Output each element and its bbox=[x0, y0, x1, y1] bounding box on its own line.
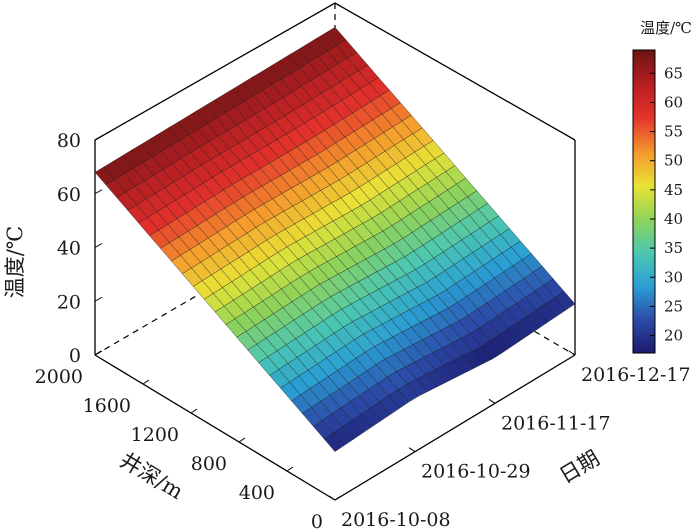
colorbar-tick-label: 40 bbox=[664, 210, 683, 228]
date-tick-label: 2016-10-29 bbox=[421, 461, 531, 483]
temperature-tick-label: 40 bbox=[57, 238, 81, 260]
base-edge-date bbox=[334, 354, 576, 501]
colorbar-ticks: 20 25 30 35 40 45 50 55 60 65 bbox=[650, 64, 683, 345]
temperature-tick-label: 80 bbox=[57, 130, 81, 152]
temperature-tick-mark bbox=[94, 296, 103, 302]
date-axis-ticks: 2016-10-08 2016-10-29 2016-11-17 2016-12-17 bbox=[328, 350, 691, 530]
depth-tick-mark bbox=[190, 408, 198, 414]
temperature-tick-label: 60 bbox=[57, 184, 81, 206]
colorbar: 温度/℃ 20 25 30 35 40 45 50 55 60 65 bbox=[632, 19, 692, 354]
depth-tick-label: 1200 bbox=[131, 424, 179, 446]
depth-tick-mark bbox=[142, 379, 150, 385]
date-tick-mark bbox=[488, 398, 496, 404]
date-tick-mark bbox=[328, 495, 336, 501]
temperature-tick-mark bbox=[94, 189, 103, 195]
colorbar-tick-label: 35 bbox=[664, 239, 683, 257]
colorbar-title: 温度/℃ bbox=[640, 19, 692, 37]
colorbar-tick-label: 60 bbox=[664, 93, 683, 111]
colorbar-tick-label: 55 bbox=[664, 123, 683, 141]
colorbar-tick-label: 20 bbox=[664, 327, 683, 345]
colorbar-tick-label: 50 bbox=[664, 152, 683, 170]
colorbar-tick-label: 65 bbox=[664, 64, 683, 82]
colorbar-tick-label: 45 bbox=[664, 181, 683, 199]
depth-tick-mark bbox=[238, 437, 246, 443]
depth-tick-mark bbox=[94, 350, 102, 356]
depth-tick-label: 800 bbox=[191, 453, 227, 475]
temperature-axis-title: 温度/℃ bbox=[3, 226, 27, 299]
date-tick-label: 2016-10-08 bbox=[341, 509, 451, 530]
depth-tick-label: 0 bbox=[311, 511, 323, 530]
date-tick-mark bbox=[568, 350, 576, 356]
temperature-axis-ticks: 0 20 40 60 80 bbox=[57, 130, 103, 367]
depth-tick-mark bbox=[334, 495, 342, 501]
colorbar-tick-label: 25 bbox=[664, 297, 683, 315]
depth-axis-title: 井深/m bbox=[116, 448, 188, 504]
temperature-tick-label: 20 bbox=[57, 291, 81, 313]
colorbar-gradient bbox=[632, 49, 656, 354]
surface-cell bbox=[554, 291, 576, 311]
temperature-surface bbox=[94, 26, 576, 452]
temperature-tick-label: 0 bbox=[69, 345, 81, 367]
date-tick-label: 2016-12-17 bbox=[581, 364, 691, 386]
depth-tick-mark bbox=[286, 466, 294, 472]
depth-tick-label: 2000 bbox=[35, 366, 83, 388]
temperature-tick-mark bbox=[94, 243, 103, 248]
date-axis-title: 日期 bbox=[555, 446, 603, 488]
date-tick-mark bbox=[408, 447, 416, 453]
base-edge-depth bbox=[94, 354, 336, 501]
date-tick-label: 2016-11-17 bbox=[501, 412, 611, 434]
depth-tick-label: 1600 bbox=[83, 395, 131, 417]
depth-tick-label: 400 bbox=[239, 482, 275, 504]
colorbar-tick-label: 30 bbox=[664, 268, 683, 286]
temperature-tick-mark bbox=[94, 135, 103, 141]
